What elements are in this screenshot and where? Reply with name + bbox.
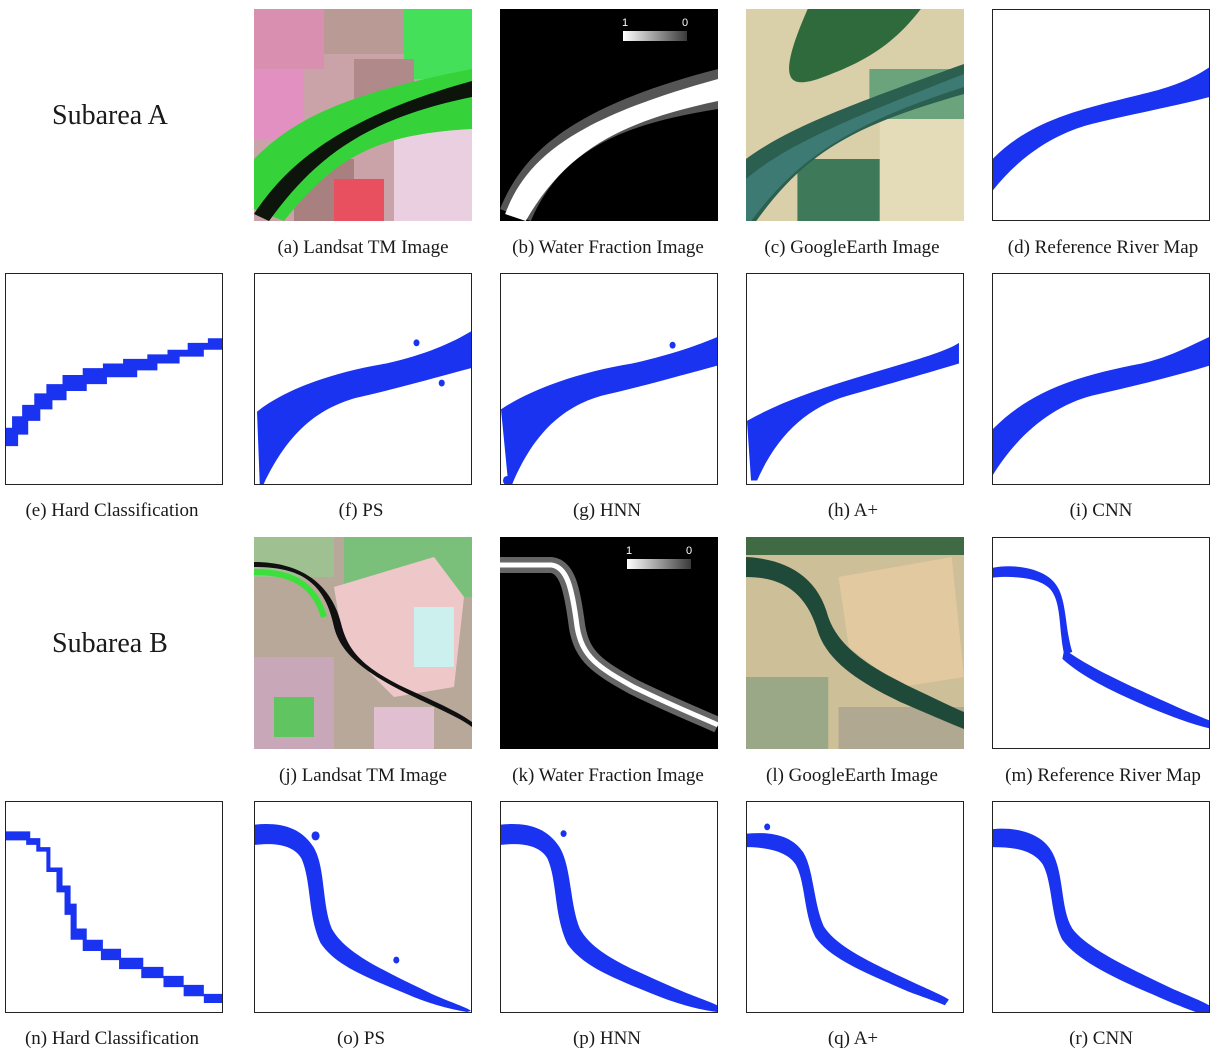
caption-e: (e) Hard Classification [25, 500, 199, 521]
panel-o-ps [254, 801, 472, 1013]
scalebar-b [623, 31, 687, 41]
panel-b-water-fraction [500, 9, 718, 221]
subarea-a-label: Subarea A [52, 100, 168, 131]
caption-i: (i) CNN [1069, 500, 1133, 521]
panel-n-hard-classification [5, 801, 223, 1013]
panel-e-hard-classification [5, 273, 223, 485]
panel-a-landsat-image [254, 9, 472, 221]
caption-g: (g) HNN [572, 500, 642, 521]
caption-d: (d) Reference River Map [1007, 237, 1199, 258]
caption-k: (k) Water Fraction Image [512, 765, 704, 786]
scalebar-k [627, 559, 691, 569]
panel-i-cnn [992, 273, 1210, 485]
panel-h-a-plus [746, 273, 964, 485]
caption-c: (c) GoogleEarth Image [764, 237, 940, 258]
panel-r-cnn [992, 801, 1210, 1013]
panel-m-reference-river-map [992, 537, 1210, 749]
panel-j-landsat-image [254, 537, 472, 749]
scale-low-label-b: 0 [682, 17, 689, 29]
caption-m: (m) Reference River Map [1005, 765, 1201, 786]
scale-high-label-b: 1 [622, 17, 629, 29]
panel-l-googleearth-image [746, 537, 964, 749]
caption-f: (f) PS [338, 500, 384, 521]
scale-low-label-k: 0 [686, 545, 693, 557]
caption-o: (o) PS [336, 1028, 386, 1049]
panel-d-reference-river-map [992, 9, 1210, 221]
caption-l: (l) GoogleEarth Image [766, 765, 938, 786]
scale-high-label-k: 1 [626, 545, 633, 557]
panel-p-hnn [500, 801, 718, 1013]
panel-f-ps [254, 273, 472, 485]
caption-p: (p) HNN [572, 1028, 642, 1049]
caption-b: (b) Water Fraction Image [512, 237, 704, 258]
subarea-b-label: Subarea B [52, 628, 168, 659]
caption-j: (j) Landsat TM Image [279, 765, 447, 786]
caption-r: (r) CNN [1069, 1028, 1133, 1049]
panel-g-hnn [500, 273, 718, 485]
caption-q: (q) A+ [827, 1028, 879, 1049]
panel-c-googleearth-image [746, 9, 964, 221]
caption-n: (n) Hard Classification [24, 1028, 200, 1049]
panel-k-water-fraction [500, 537, 718, 749]
caption-a: (a) Landsat TM Image [277, 237, 449, 258]
caption-h: (h) A+ [827, 500, 879, 521]
panel-q-a-plus [746, 801, 964, 1013]
